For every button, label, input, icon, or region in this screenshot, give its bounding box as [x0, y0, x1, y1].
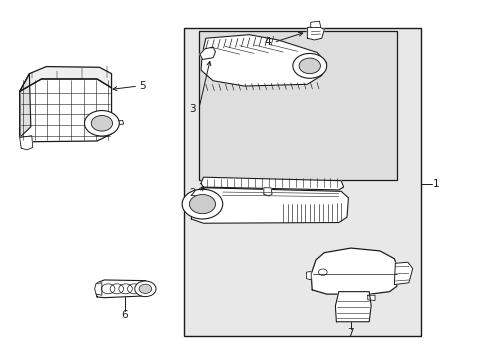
Polygon shape	[95, 283, 102, 295]
Polygon shape	[393, 262, 412, 284]
Bar	[183, 28, 420, 336]
Text: 3: 3	[189, 104, 196, 114]
Polygon shape	[264, 188, 271, 196]
Text: 7: 7	[347, 328, 353, 338]
Polygon shape	[95, 280, 150, 298]
Polygon shape	[20, 67, 111, 91]
Text: 2: 2	[189, 189, 196, 198]
Polygon shape	[200, 47, 215, 59]
Polygon shape	[306, 271, 310, 280]
Text: 6: 6	[121, 310, 128, 320]
Bar	[198, 31, 396, 180]
Polygon shape	[20, 79, 111, 142]
Polygon shape	[201, 35, 326, 86]
Polygon shape	[307, 26, 324, 40]
Polygon shape	[367, 295, 374, 301]
Polygon shape	[20, 136, 33, 150]
Text: 4: 4	[264, 37, 270, 48]
Polygon shape	[109, 121, 123, 126]
Polygon shape	[191, 188, 348, 223]
Circle shape	[292, 54, 326, 78]
Polygon shape	[310, 21, 320, 28]
Circle shape	[139, 284, 151, 293]
Polygon shape	[20, 74, 31, 138]
Text: 1: 1	[432, 179, 439, 189]
Circle shape	[189, 194, 215, 214]
Circle shape	[182, 189, 223, 219]
Circle shape	[84, 111, 119, 136]
Circle shape	[299, 58, 320, 74]
Circle shape	[91, 116, 112, 131]
Polygon shape	[310, 248, 398, 294]
Polygon shape	[335, 292, 370, 322]
Circle shape	[135, 281, 156, 297]
Text: 5: 5	[139, 81, 145, 91]
Polygon shape	[201, 177, 343, 190]
